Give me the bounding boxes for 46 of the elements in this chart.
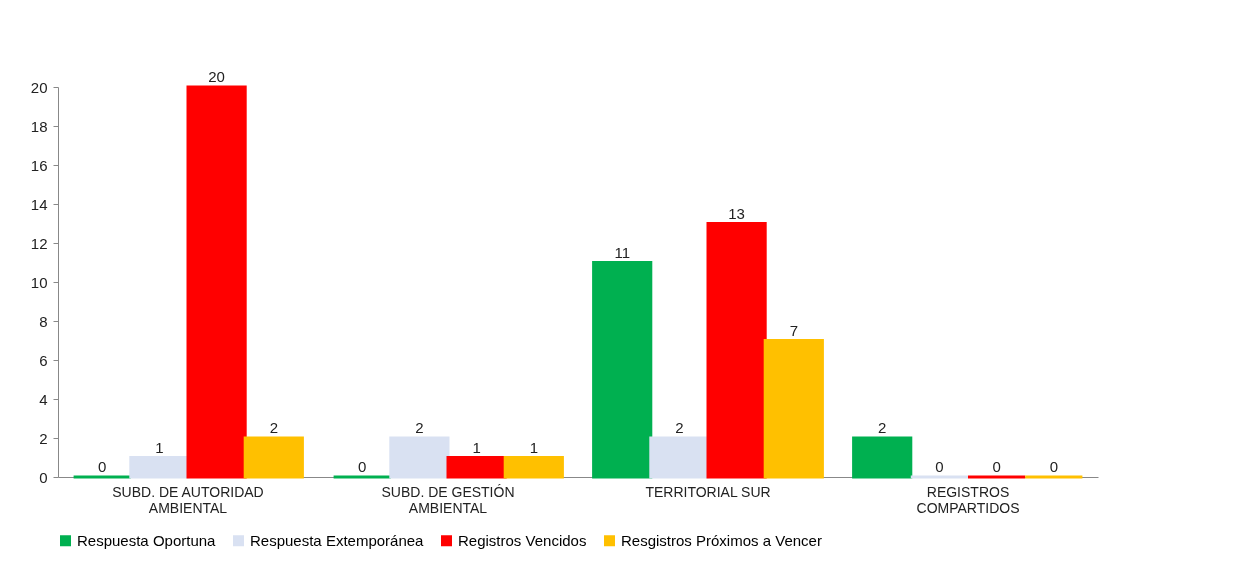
data-label: 0	[935, 458, 944, 475]
bar	[763, 339, 824, 479]
y-tick-label: 14	[30, 195, 48, 213]
data-label: 11	[614, 243, 630, 261]
x-tick-label: SUBD. DE AUTORIDAD AMBIENTAL	[112, 483, 264, 516]
bar	[852, 436, 913, 479]
bar	[503, 456, 564, 479]
data-label: 1	[155, 438, 164, 456]
legend-label: Registros Vencidos	[458, 531, 587, 549]
y-tick-label: 0	[39, 468, 48, 486]
y-tick-label: 6	[39, 351, 48, 369]
x-tick-label: REGISTROS COMPARTIDOS	[916, 483, 1020, 516]
y-tick-label: 20	[30, 78, 48, 96]
legend-label: Resgistros Próximos a Vencer	[621, 531, 822, 549]
data-label: 0	[1049, 458, 1058, 475]
bar	[389, 436, 450, 479]
y-tick-label: 16	[30, 156, 48, 174]
y-tick-label: 4	[39, 390, 48, 408]
y-tick-label: 12	[30, 234, 48, 252]
y-tick-label: 10	[30, 273, 48, 291]
bar	[649, 436, 710, 479]
bar	[129, 456, 190, 479]
bar	[446, 456, 507, 479]
data-label: 2	[675, 419, 684, 436]
data-label: 2	[415, 419, 424, 436]
x-tick-label: SUBD. DE GESTIÓN AMBIENTAL	[381, 483, 515, 516]
bar	[592, 261, 653, 479]
data-label: 7	[789, 321, 798, 339]
y-tick-label: 18	[30, 117, 48, 135]
data-label: 13	[728, 204, 745, 222]
bar	[243, 436, 304, 479]
data-label: 0	[98, 458, 107, 475]
x-tick-label: TERRITORIAL SUR	[645, 483, 771, 500]
bar	[706, 222, 767, 479]
data-label: 2	[878, 419, 887, 436]
legend-label: Respuesta Extemporánea	[250, 531, 425, 549]
legend-label: Respuesta Oportuna	[77, 531, 217, 549]
data-label: 20	[208, 68, 225, 85]
data-label: 0	[358, 458, 367, 475]
data-label: 1	[529, 438, 538, 456]
bar	[186, 85, 247, 479]
y-tick-label: 2	[39, 429, 48, 447]
y-tick-label: 8	[39, 312, 48, 330]
data-label: 0	[992, 458, 1001, 475]
data-label: 2	[269, 419, 278, 436]
data-label: 1	[472, 438, 481, 456]
